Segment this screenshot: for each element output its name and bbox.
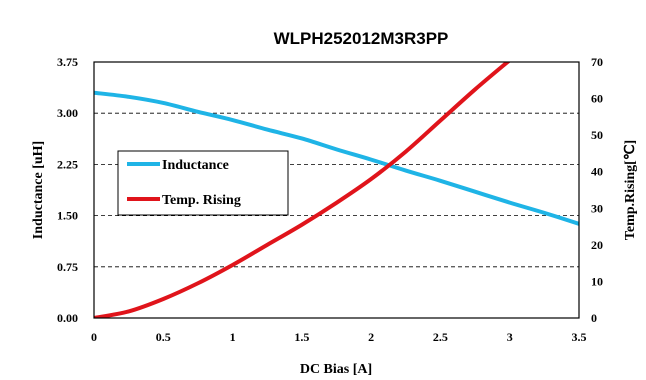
y-axis-label: Inductance [uH] bbox=[31, 141, 46, 239]
legend-label-inductance: Inductance bbox=[162, 158, 229, 173]
plot-frame bbox=[93, 61, 580, 319]
y2-tick-label: 40 bbox=[591, 165, 603, 179]
x-tick-label: 3 bbox=[507, 330, 513, 344]
x-axis-label: DC Bias [A] bbox=[300, 362, 372, 377]
y2-tick-label: 20 bbox=[591, 238, 603, 252]
x-tick-label: 0.5 bbox=[156, 330, 171, 344]
y-tick-label: 3.75 bbox=[57, 55, 78, 69]
y-tick-label: 2.25 bbox=[57, 157, 78, 171]
y2-tick-label: 50 bbox=[591, 128, 603, 142]
y2-tick-label: 60 bbox=[591, 92, 603, 106]
y2-tick-label: 10 bbox=[591, 274, 603, 288]
y2-tick-label: 30 bbox=[591, 201, 603, 215]
y-tick-label: 0.75 bbox=[57, 260, 78, 274]
legend: Inductance Temp. Rising bbox=[117, 150, 289, 216]
y2-tick-label: 70 bbox=[591, 55, 603, 69]
x-tick-label: 1.5 bbox=[294, 330, 309, 344]
y-tick-label: 0.00 bbox=[57, 311, 78, 325]
legend-box bbox=[117, 150, 289, 216]
y2-tick-label: 0 bbox=[591, 311, 597, 325]
x-axis-ticks: 0 0.5 1 1.5 2 2.5 3 3.5 bbox=[91, 330, 587, 344]
y2-axis-ticks: 0 10 20 30 40 50 60 70 bbox=[591, 55, 603, 325]
x-tick-label: 2.5 bbox=[433, 330, 448, 344]
y2-axis-label: Temp.Rising[℃] bbox=[623, 140, 638, 240]
x-tick-label: 3.5 bbox=[572, 330, 587, 344]
series-line-temp-rising bbox=[94, 62, 511, 318]
series-line-inductance bbox=[94, 90, 579, 226]
chart-title: WLPH252012M3R3PP bbox=[274, 29, 449, 48]
x-tick-label: 1 bbox=[230, 330, 236, 344]
y-axis-ticks: 0.00 0.75 1.50 2.25 3.00 3.75 bbox=[57, 55, 78, 325]
x-tick-label: 2 bbox=[368, 330, 374, 344]
x-tick-label: 0 bbox=[91, 330, 97, 344]
legend-label-temp-rising: Temp. Rising bbox=[162, 193, 241, 208]
y-tick-label: 1.50 bbox=[57, 209, 78, 223]
series-lines bbox=[94, 62, 579, 318]
y-tick-label: 3.00 bbox=[57, 106, 78, 120]
